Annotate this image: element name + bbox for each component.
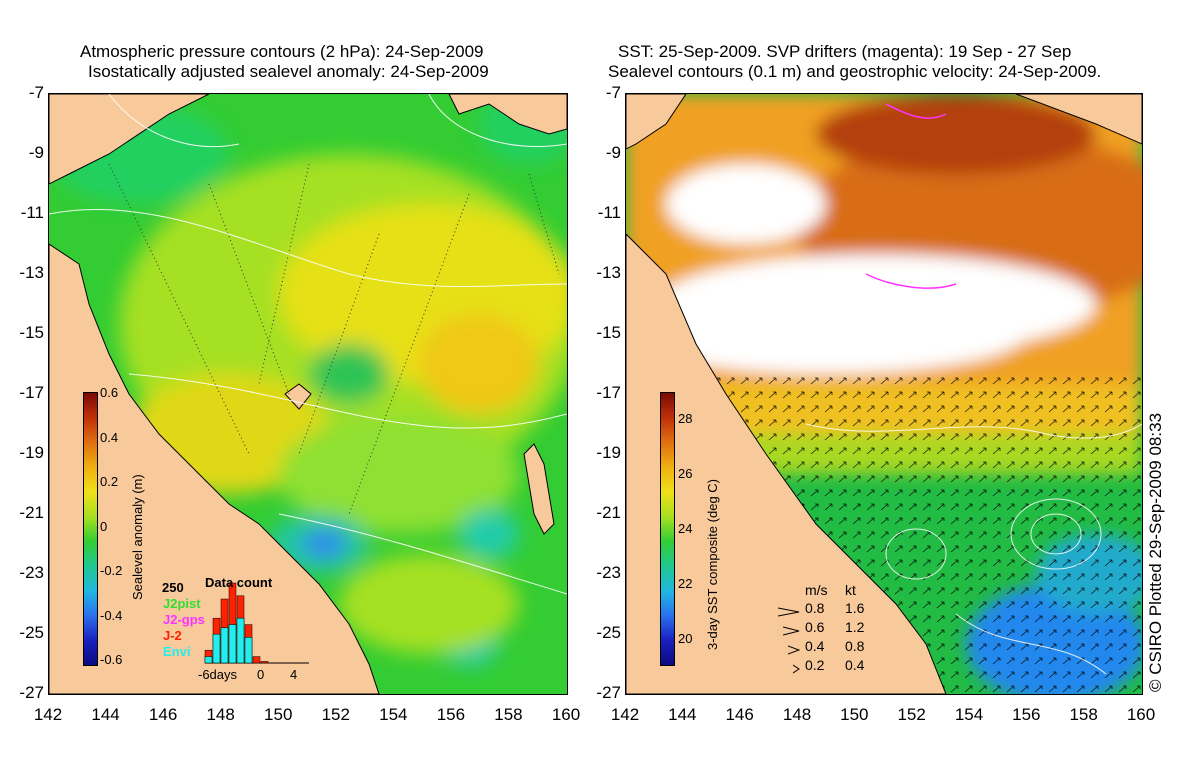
longitude-tick: 146: [148, 705, 178, 724]
longitude-tick: 142: [33, 705, 63, 724]
source-j2gps: J2-gps: [163, 612, 205, 627]
latitude-tick: -23: [19, 563, 44, 582]
right-title-line1: SST: 25-Sep-2009. SVP drifters (magenta)…: [618, 42, 1072, 61]
latitude-tick: -27: [19, 683, 44, 702]
sealevel-tick: -0.4: [100, 608, 123, 623]
longitude-tick: 148: [206, 705, 235, 724]
data-count-bar-envi: [220, 627, 229, 664]
velocity-legend-ms: 0.2: [805, 657, 825, 673]
sst-map[interactable]: [625, 93, 1143, 695]
latitude-tick: -11: [20, 203, 44, 222]
sealevel-colorbar-label: Sealevel anomaly (m): [130, 474, 145, 600]
sealevel-tick: 0.4: [100, 430, 119, 445]
longitude-tick: 158: [494, 705, 523, 724]
velocity-legend-ms: 0.4: [805, 638, 825, 654]
left-title-line1: Atmospheric pressure contours (2 hPa): 2…: [80, 42, 484, 61]
velocity-legend-kt: 0.4: [845, 657, 865, 673]
velocity-arrow-icon: [777, 604, 800, 617]
longitude-tick: 146: [725, 705, 754, 724]
sst-colorbar: [660, 392, 675, 666]
velocity-legend-header-ms: m/s: [805, 582, 828, 598]
right-title-line2: Sealevel contours (0.1 m) and geostrophi…: [608, 62, 1102, 81]
sst-colorbar-label: 3-day SST composite (deg C): [705, 479, 720, 650]
source-envi: Envi: [163, 644, 191, 659]
data-count-bar-j2: [260, 661, 269, 664]
longitude-tick: 154: [954, 705, 984, 724]
data-count-axis-label: -6days: [198, 667, 238, 682]
credit-text: © CSIRO Plotted 29-Sep-2009 08:33: [1146, 412, 1165, 692]
latitude-tick: -7: [605, 83, 621, 102]
longitude-tick: 156: [1012, 705, 1041, 724]
sst-tick: 22: [678, 576, 693, 591]
data-count-bar-j2: [252, 656, 261, 664]
velocity-legend-header-kt: kt: [845, 582, 856, 598]
velocity-legend-ms: 0.8: [805, 600, 825, 616]
latitude-tick: -9: [605, 143, 621, 162]
latitude-tick: -15: [19, 323, 44, 342]
velocity-arrow-icon: [782, 623, 800, 636]
sealevel-tick: 0.2: [100, 474, 119, 489]
sealevel-tick: 0.6: [100, 385, 119, 400]
longitude-tick: 160: [551, 705, 581, 724]
latitude-tick: -7: [28, 83, 44, 102]
data-count-title: Data count: [205, 575, 273, 590]
latitude-tick: -17: [596, 383, 621, 402]
longitude-tick: 156: [436, 705, 466, 724]
latitude-tick: -15: [596, 323, 621, 342]
longitude-tick: 150: [264, 705, 293, 724]
data-count-axis-label: 4: [290, 667, 298, 682]
data-count-max: 250: [162, 580, 184, 595]
sealevel-colorbar: [83, 392, 98, 666]
data-count-bar-envi: [204, 656, 213, 664]
sst-tick: 20: [678, 631, 693, 646]
velocity-legend-kt: 1.6: [845, 600, 865, 616]
longitude-tick: 152: [897, 705, 926, 724]
longitude-tick: 152: [321, 705, 350, 724]
latitude-tick: -13: [19, 263, 44, 282]
velocity-arrow-icon: [787, 642, 801, 655]
latitude-tick: -21: [19, 503, 44, 522]
data-count-bar-envi: [228, 624, 237, 664]
source-j2pist: J2pist: [163, 596, 201, 611]
data-count-inset: [160, 575, 310, 670]
source-j2: J-2: [163, 628, 182, 643]
latitude-tick: -21: [596, 503, 621, 522]
longitude-tick: 160: [1126, 705, 1156, 724]
longitude-tick: 148: [782, 705, 812, 724]
latitude-tick: -25: [596, 623, 621, 642]
longitude-tick: 158: [1069, 705, 1098, 724]
longitude-tick: 144: [668, 705, 697, 724]
sealevel-tick: -0.2: [100, 563, 123, 578]
sealevel-tick: -0.6: [100, 652, 123, 667]
latitude-tick: -19: [596, 443, 621, 462]
sst-tick: 28: [678, 411, 693, 426]
latitude-tick: -13: [596, 263, 621, 282]
latitude-tick: -27: [596, 683, 621, 702]
velocity-arrow-icon: [792, 661, 800, 674]
sst-tick: 26: [678, 466, 693, 481]
latitude-tick: -23: [596, 563, 621, 582]
longitude-tick: 144: [91, 705, 120, 724]
longitude-tick: 150: [840, 705, 869, 724]
latitude-tick: -9: [28, 143, 44, 162]
longitude-tick: 154: [379, 705, 408, 724]
longitude-tick: 142: [610, 705, 640, 724]
velocity-legend-kt: 0.8: [845, 638, 865, 654]
sealevel-anomaly-map[interactable]: [48, 93, 568, 695]
data-count-axis-label: 0: [257, 667, 265, 682]
latitude-tick: -17: [19, 383, 44, 402]
sealevel-tick: 0: [100, 519, 108, 534]
data-count-bar-envi: [244, 637, 253, 664]
latitude-tick: -25: [19, 623, 44, 642]
data-count-bar-envi: [236, 617, 245, 664]
velocity-legend-ms: 0.6: [805, 619, 825, 635]
left-title-line2: Isostatically adjusted sealevel anomaly:…: [88, 62, 489, 81]
velocity-legend-kt: 1.2: [845, 619, 865, 635]
data-count-bar-envi: [212, 633, 221, 664]
sst-tick: 24: [678, 521, 693, 536]
latitude-tick: -11: [597, 203, 621, 222]
latitude-tick: -19: [19, 443, 44, 462]
